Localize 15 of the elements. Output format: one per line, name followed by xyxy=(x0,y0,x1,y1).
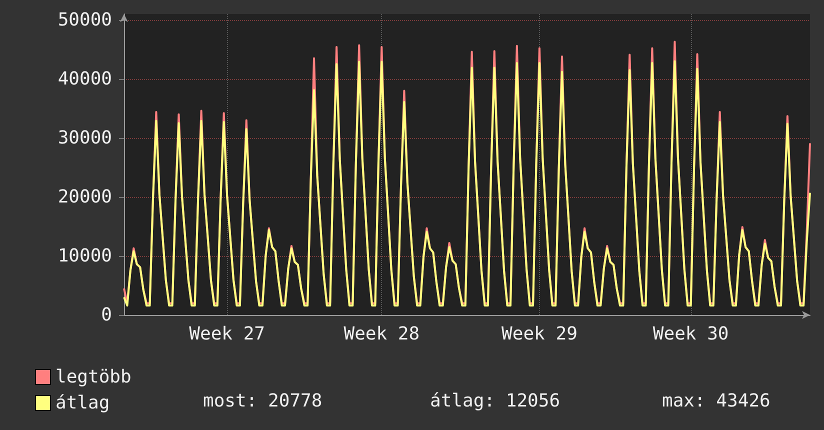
legend-label: átlag xyxy=(56,392,110,414)
text: átlag: 12056 xyxy=(430,390,560,412)
text: most: 20778 xyxy=(203,390,322,412)
x-tick-label: Week 27 xyxy=(189,324,265,344)
x-tick-label: Week 30 xyxy=(652,324,729,344)
x-tick-label: Week 28 xyxy=(344,324,420,344)
y-tick-label: 10000 xyxy=(58,245,112,266)
y-tick-label: 20000 xyxy=(58,186,112,208)
y-tick-label: 0 xyxy=(101,304,112,326)
text: max: 43426 xyxy=(662,390,770,412)
y-tick-label: 40000 xyxy=(58,68,112,90)
x-tick-label: Week 29 xyxy=(502,324,578,344)
y-tick-label: 30000 xyxy=(58,127,112,148)
legend-label: legtöbb xyxy=(56,366,132,388)
y-tick-label: 50000 xyxy=(58,9,112,30)
